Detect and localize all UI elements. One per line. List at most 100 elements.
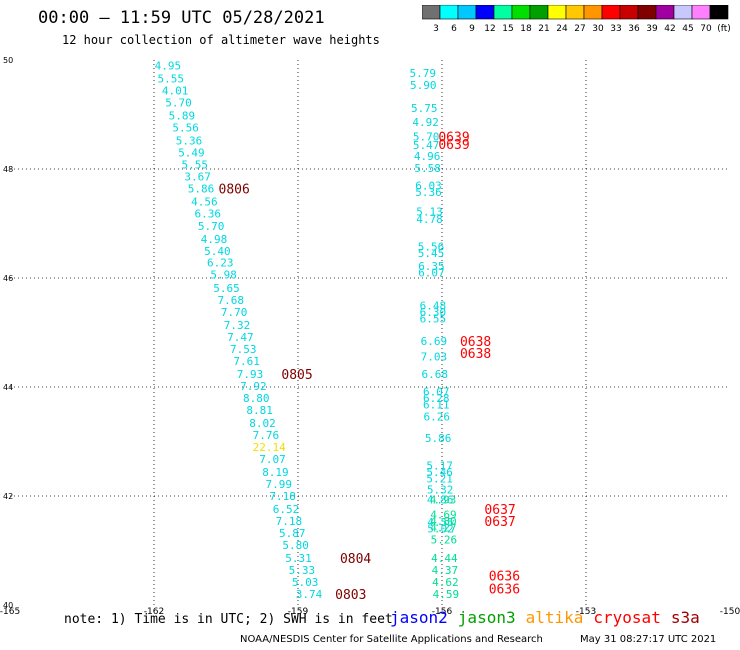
- colorbar-label: 6: [451, 24, 457, 34]
- x-tick-label: -153: [576, 607, 596, 617]
- wave-height-point: 5.70: [413, 130, 440, 143]
- wave-height-point: 5.58: [414, 162, 441, 175]
- wave-height-point: 5.75: [411, 102, 438, 115]
- pass-time-label: 0636: [489, 570, 520, 585]
- colorbar-label: 45: [682, 24, 693, 34]
- wave-height-point: 7.76: [253, 429, 280, 442]
- colorbar-label: 30: [592, 24, 604, 34]
- wave-height-point: 6.69: [421, 335, 448, 348]
- wave-height-point: 5.13: [416, 206, 443, 219]
- wave-height-point: 7.99: [266, 478, 293, 491]
- wave-height-point: 7.07: [259, 453, 286, 466]
- wave-height-point: 4.37: [432, 564, 459, 577]
- wave-height-point: 4.55: [427, 516, 454, 529]
- legend-entry-altika: altika: [525, 608, 584, 627]
- wave-height-point: 6.23: [207, 257, 234, 270]
- wave-height-point: 6.11: [423, 398, 450, 411]
- x-tick-label: -159: [288, 607, 309, 617]
- pass-time-label: 0806: [219, 183, 250, 198]
- pass-time-label: 0637: [484, 515, 515, 530]
- wave-height-point: 5.33: [289, 564, 316, 577]
- wave-height-point: 5.70: [165, 97, 192, 110]
- pass-time-label: 0639: [438, 138, 469, 153]
- wave-height-point: 4.96: [414, 150, 441, 163]
- credit-line: NOAA/NESDIS Center for Satellite Applica…: [240, 634, 543, 645]
- wave-height-point: 6.55: [420, 312, 447, 325]
- wave-height-point: 8.80: [243, 392, 270, 405]
- wave-height-point: 5.46: [426, 466, 453, 479]
- y-tick-label: 40: [3, 601, 13, 610]
- colorbar-label: 36: [628, 24, 640, 34]
- x-tick-label: -162: [144, 607, 164, 617]
- wave-height-point: 4.86: [427, 493, 454, 506]
- colorbar-label: 70: [700, 24, 712, 34]
- wave-height-point: 7.70: [221, 306, 248, 319]
- legend-entry-jason3: jason3: [457, 608, 516, 627]
- wave-height-point: 5.79: [410, 67, 437, 80]
- wave-height-point: 5.86: [188, 183, 215, 196]
- wave-height-point: 5.02: [427, 523, 454, 536]
- wave-height-point: 7.53: [230, 343, 257, 356]
- wave-height-point: 5.32: [427, 483, 454, 496]
- colorbar-label: (ft): [717, 24, 731, 34]
- wave-height-point: 5.56: [418, 240, 445, 253]
- pass-time-label: 0639: [438, 130, 469, 145]
- chart-title: 00:00 – 11:59 UTC 05/28/2021: [38, 8, 325, 28]
- wave-height-point: 5.21: [426, 473, 453, 486]
- colorbar-label: 12: [484, 24, 495, 34]
- wave-height-point: 5.49: [178, 147, 205, 160]
- colorbar-label: 33: [610, 24, 621, 34]
- x-tick-label: -165: [0, 607, 20, 617]
- x-tick-label: -156: [432, 607, 453, 617]
- wave-height-point: 6.68: [422, 368, 449, 381]
- wave-height-point: 4.27: [430, 522, 457, 535]
- wave-height-point: 4.56: [191, 196, 218, 209]
- wave-height-point: 4.80: [430, 515, 457, 528]
- wave-height-point: 7.68: [218, 294, 245, 307]
- wave-height-point: 5.47: [413, 139, 440, 152]
- wave-height-point: 5.17: [426, 459, 453, 472]
- y-tick-label: 46: [3, 274, 13, 283]
- colorbar-label: 9: [469, 24, 475, 34]
- wave-height-point: 6.26: [423, 410, 450, 423]
- wave-height-point: 5.26: [431, 534, 458, 547]
- wave-height-point: 5.55: [182, 159, 209, 172]
- wave-height-point: 5.31: [285, 552, 312, 565]
- wave-height-point: 4.93: [430, 493, 457, 506]
- wave-height-point: 8.02: [249, 417, 276, 430]
- wave-height-point: 6.07: [418, 267, 445, 280]
- wave-height-point: 6.48: [420, 299, 447, 312]
- colorbar-label: 18: [520, 24, 532, 34]
- legend-entry-cryosat: cryosat: [593, 608, 661, 627]
- colorbar-label: 39: [646, 24, 658, 34]
- wave-height-point: 5.86: [425, 432, 452, 445]
- wave-height-point: 4.92: [412, 116, 439, 129]
- wave-height-point: 5.98: [210, 269, 237, 282]
- wave-height-point: 4.62: [432, 576, 459, 589]
- wave-height-point: 4.01: [162, 85, 189, 98]
- wave-height-point: 5.40: [204, 245, 231, 258]
- wave-height-point: 5.90: [410, 79, 437, 92]
- colorbar-swatch: [709, 5, 729, 20]
- wave-height-point: 6.07: [423, 385, 450, 398]
- wave-height-point: 5.89: [169, 110, 196, 123]
- wave-height-point: 4.44: [431, 552, 458, 565]
- wave-height-point: 3.67: [184, 171, 211, 184]
- wave-height-point: 4.98: [201, 233, 228, 246]
- satellite-legend: jason2 jason3 altika cryosat s3a: [390, 608, 710, 627]
- wave-height-point: 8.81: [246, 404, 273, 417]
- colorbar: 3 6 9 12 15 18 21 24 27 30 33 36 39 42 45 70 (ft): [422, 5, 731, 34]
- wave-height-point: 7.18: [276, 515, 303, 528]
- wave-height-point: 4.69: [430, 509, 457, 522]
- wave-height-point: 5.45: [418, 247, 445, 260]
- wave-height-point: 7.32: [224, 319, 251, 332]
- wave-height-point: 4.59: [433, 588, 460, 601]
- wave-height-point: 6.36: [195, 208, 222, 221]
- wave-height-point: 8.19: [262, 466, 289, 479]
- colorbar-label: 27: [574, 24, 585, 34]
- wave-height-point: 4.95: [155, 59, 182, 72]
- footnote: note: 1) Time is in UTC; 2) SWH is in fe…: [64, 612, 393, 627]
- wave-height-point: 7.03: [421, 350, 448, 363]
- colorbar-label: 24: [556, 24, 568, 34]
- wave-height-point: 5.03: [292, 576, 319, 589]
